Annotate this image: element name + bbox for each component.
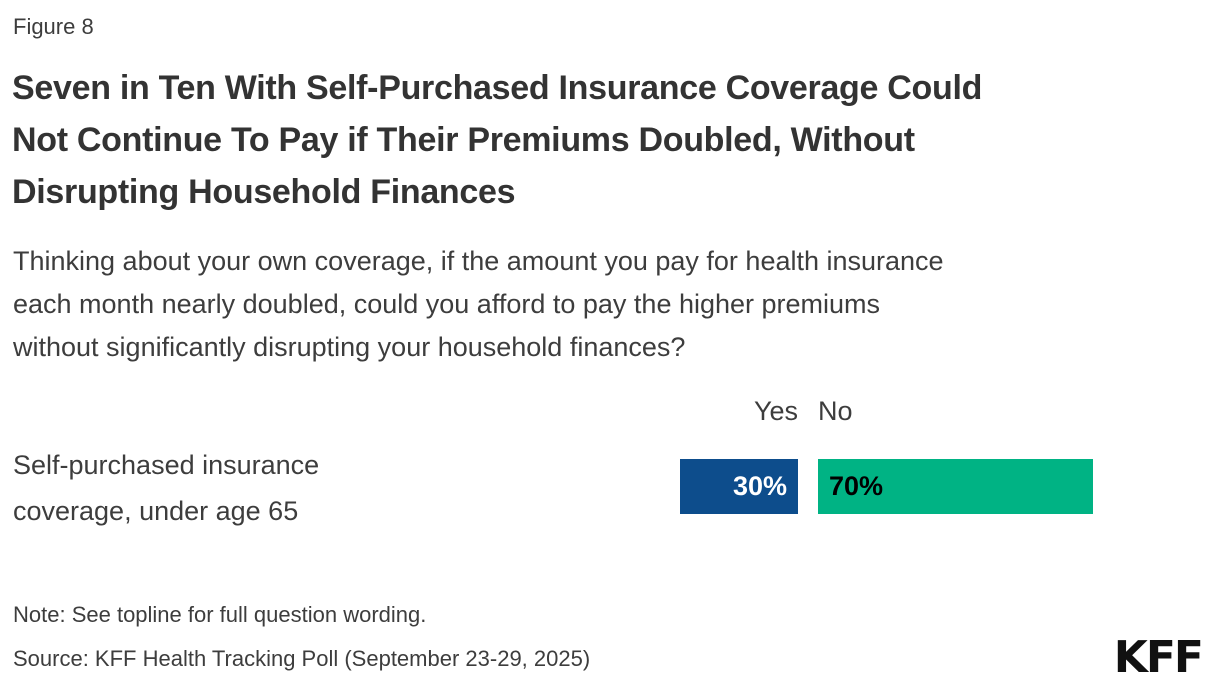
footnote: Note: See topline for full question word…: [13, 602, 427, 627]
bar-yes: 30%: [680, 459, 798, 514]
category-row-label: Self-purchased insurance coverage, under …: [13, 442, 319, 534]
legend-label-no: No: [818, 396, 853, 426]
bar-value-yes: 30%: [732, 471, 787, 501]
row-label-line: coverage, under age 65: [13, 496, 299, 526]
bar-no: 70%: [818, 459, 1093, 514]
kff-logo: KFF: [1113, 632, 1204, 683]
figure-label: Figure 8: [13, 14, 94, 39]
chart-subtitle-question: Thinking about your own coverage, if the…: [13, 240, 1198, 369]
title-line: Disrupting Household Finances: [12, 173, 516, 211]
bar-value-no: 70%: [829, 471, 884, 501]
title-line: Not Continue To Pay if Their Premiums Do…: [12, 121, 915, 159]
subtitle-line: without significantly disrupting your ho…: [13, 332, 686, 362]
title-line: Seven in Ten With Self-Purchased Insuran…: [12, 69, 983, 107]
subtitle-line: each month nearly doubled, could you aff…: [13, 289, 881, 319]
legend-label-yes: Yes: [753, 396, 798, 426]
source-attribution: Source: KFF Health Tracking Poll (Septem…: [13, 646, 591, 671]
chart-title: Seven in Ten With Self-Purchased Insuran…: [12, 62, 1197, 218]
row-label-line: Self-purchased insurance: [13, 450, 320, 480]
subtitle-line: Thinking about your own coverage, if the…: [13, 246, 944, 276]
